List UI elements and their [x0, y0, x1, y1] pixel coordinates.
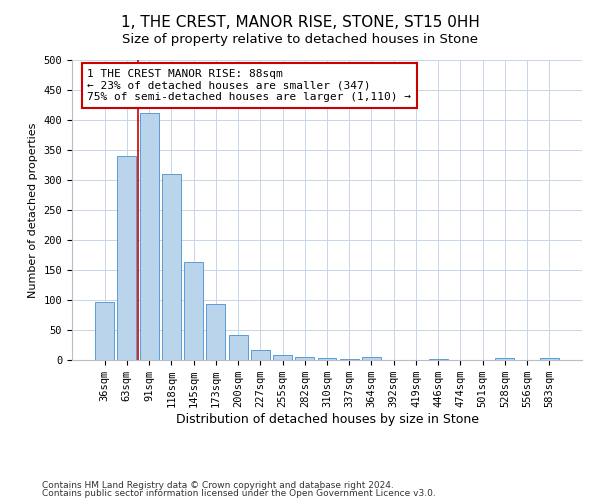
Text: Contains HM Land Registry data © Crown copyright and database right 2024.: Contains HM Land Registry data © Crown c… — [42, 480, 394, 490]
Bar — [251, 350, 270, 360]
Bar — [118, 156, 136, 360]
Text: Size of property relative to detached houses in Stone: Size of property relative to detached ho… — [122, 32, 478, 46]
Bar — [362, 357, 381, 360]
Bar — [229, 336, 248, 360]
Bar — [206, 304, 225, 360]
Text: 1, THE CREST, MANOR RISE, STONE, ST15 0HH: 1, THE CREST, MANOR RISE, STONE, ST15 0H… — [121, 15, 479, 30]
Y-axis label: Number of detached properties: Number of detached properties — [28, 122, 38, 298]
Bar — [140, 113, 158, 360]
Bar — [162, 174, 181, 360]
Text: Contains public sector information licensed under the Open Government Licence v3: Contains public sector information licen… — [42, 489, 436, 498]
Bar — [496, 358, 514, 360]
Bar — [95, 302, 114, 360]
X-axis label: Distribution of detached houses by size in Stone: Distribution of detached houses by size … — [176, 413, 479, 426]
Bar — [184, 262, 203, 360]
Text: 1 THE CREST MANOR RISE: 88sqm
← 23% of detached houses are smaller (347)
75% of : 1 THE CREST MANOR RISE: 88sqm ← 23% of d… — [88, 69, 412, 102]
Bar — [295, 357, 314, 360]
Bar — [273, 355, 292, 360]
Bar — [317, 358, 337, 360]
Bar — [540, 358, 559, 360]
